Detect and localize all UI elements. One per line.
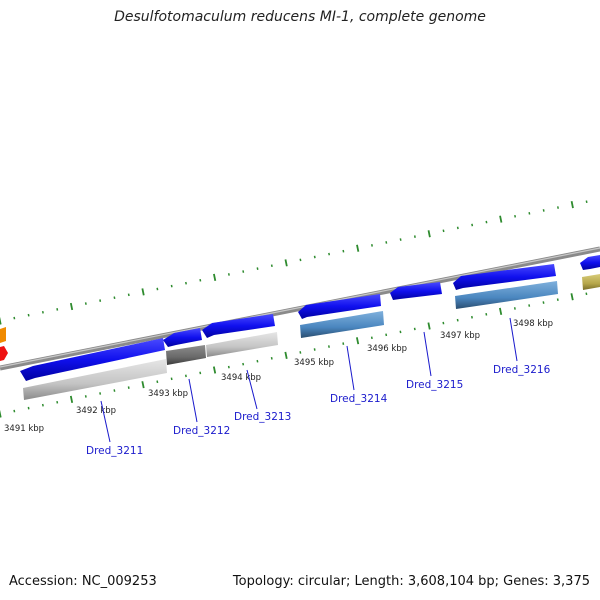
inner-tick (499, 307, 503, 315)
outer-tick (284, 259, 288, 267)
cds-arrow-dred-3211 (20, 338, 165, 381)
gene-labels: Dred_3211 Dred_3212 Dred_3213 Dred_3214 … (86, 364, 551, 457)
cds-arrow-partial-right (580, 255, 600, 270)
gene-label-dred-3215[interactable]: Dred_3215 (406, 379, 463, 391)
inner-tick (427, 322, 431, 330)
gene-label-dred-3216[interactable]: Dred_3216 (493, 364, 551, 376)
leader-line (188, 378, 198, 423)
scale-label: 3492 kbp (76, 406, 116, 416)
leader-line (509, 317, 518, 362)
gene-label-dred-3213[interactable]: Dred_3213 (234, 411, 291, 423)
scale-label: 3494 kbp (221, 373, 261, 383)
map-title: Desulfotomaculum reducens MI-1, complete… (114, 9, 486, 25)
gene-label-leaders (100, 317, 518, 443)
leader-line (423, 331, 432, 377)
scale-label: 3498 kbp (513, 319, 553, 329)
scale-label: 3491 kbp (4, 424, 44, 434)
scale-label: 3495 kbp (294, 358, 334, 368)
inner-tick (69, 395, 74, 403)
partial-orange-feature (0, 327, 6, 343)
inner-tick (212, 366, 217, 374)
outer-tick (0, 317, 2, 325)
genome-backbone-highlight (0, 247, 600, 368)
inner-tick (141, 381, 145, 389)
gene-bar-dred-3213 (206, 332, 278, 357)
outer-tick-track (0, 200, 588, 325)
cds-arrow-dred-3215 (390, 282, 442, 300)
outer-tick (570, 201, 574, 209)
scale-label: 3497 kbp (440, 331, 480, 341)
genome-backbone (0, 246, 600, 371)
outer-tick (427, 230, 431, 238)
leader-line (346, 345, 355, 391)
inner-tick (0, 410, 2, 418)
outer-tick (499, 215, 503, 223)
gene-label-dred-3211[interactable]: Dred_3211 (86, 445, 143, 457)
outer-tick (356, 244, 360, 252)
scale-labels: 3491 kbp 3492 kbp 3493 kbp 3494 kbp 3495… (4, 319, 553, 434)
inner-tick (570, 293, 574, 301)
outer-tick (213, 273, 217, 281)
gene-bar-dred-3214 (300, 311, 384, 338)
outer-tick (69, 302, 74, 311)
accession-text: Accession: NC_009253 (9, 574, 157, 589)
leader-line (246, 369, 258, 410)
inner-tick (355, 337, 360, 345)
inner-tick (284, 351, 288, 359)
partial-red-feature (0, 346, 8, 361)
gene-bar-dred-3211 (23, 359, 167, 400)
cds-arrow-dred-3216 (453, 264, 556, 290)
cds-arrow-dred-3212 (163, 328, 202, 347)
topology-text: Topology: circular; Length: 3,608,104 bp… (232, 574, 590, 589)
gene-bar-partial-right (582, 274, 600, 290)
inner-tick-track (0, 292, 588, 418)
cds-arrow-dred-3213 (202, 314, 275, 338)
gene-label-dred-3214[interactable]: Dred_3214 (330, 393, 388, 405)
leader-line (100, 400, 111, 443)
scale-label: 3493 kbp (148, 389, 188, 399)
gene-bar-dred-3216 (455, 281, 558, 309)
gene-bar-dred-3212 (166, 345, 206, 365)
scale-label: 3496 kbp (367, 344, 407, 354)
gene-label-dred-3212[interactable]: Dred_3212 (173, 425, 230, 437)
outer-tick (141, 288, 145, 296)
cds-arrow-dred-3214 (298, 294, 381, 319)
